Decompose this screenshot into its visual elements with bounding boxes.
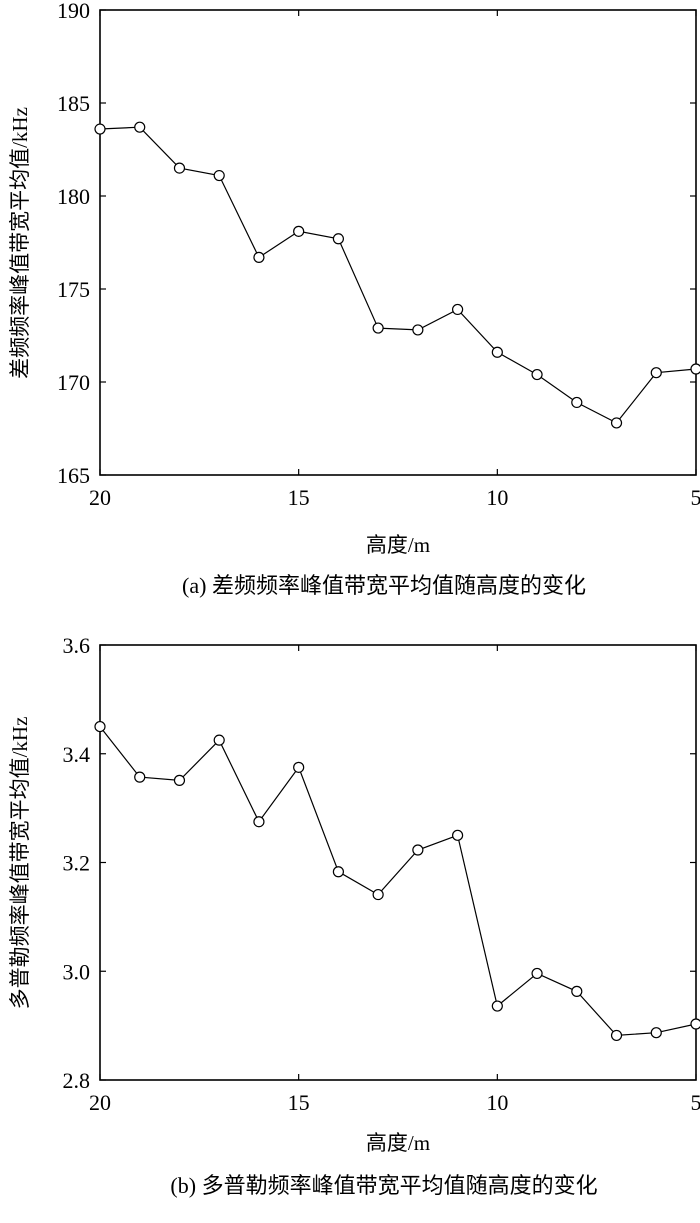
series-line	[99, 126, 697, 424]
y-tick-label: 2.8	[63, 1068, 91, 1093]
y-tick-label: 3.4	[63, 742, 91, 767]
data-point	[134, 771, 146, 783]
y-tick-label: 165	[57, 463, 90, 488]
data-point	[293, 225, 305, 237]
data-point	[94, 720, 106, 733]
caption-b: (b) 多普勒频率峰值带宽平均值随高度的变化	[170, 1173, 597, 1198]
y-axis-label-b: 多普勒频率峰值带宽平均值/kHz	[8, 717, 32, 1010]
x-tick-label: 10	[486, 1090, 508, 1115]
x-tick-label: 15	[288, 1090, 310, 1115]
data-point	[412, 324, 424, 336]
data-point	[531, 967, 543, 980]
tick-marks-b	[99, 644, 697, 1081]
y-tick-labels-a: 165 170 175 180 185 190	[57, 0, 90, 488]
tick-marks-a	[99, 9, 697, 476]
series-line	[99, 726, 697, 1037]
x-axis-label-b: 高度/m	[366, 1131, 430, 1155]
data-point	[690, 1018, 700, 1030]
y-axis-label-a: 差频频率峰值带宽平均值/kHz	[8, 107, 32, 379]
y-tick-label: 3.6	[63, 633, 91, 658]
data-point	[213, 169, 225, 182]
y-tick-labels-b: 2.8 3.0 3.2 3.4 3.6	[63, 633, 91, 1093]
chart-a: 20 15 10 5 165 170 175 180 185 190 高度/m 差频频率峰值带宽…	[8, 0, 700, 598]
data-point	[650, 1027, 662, 1039]
y-tick-label: 185	[57, 91, 90, 116]
data-point	[452, 303, 464, 316]
chart-b: 20 15 10 5 2.8 3.0 3.2 3.4 3.6 高度/m 多普勒频率峰值带宽平均…	[8, 633, 700, 1198]
data-point	[412, 844, 424, 856]
data-point	[650, 367, 662, 379]
data-point	[94, 123, 106, 135]
data-point	[332, 233, 344, 245]
data-point	[372, 322, 384, 334]
data-point	[531, 368, 543, 381]
data-point	[571, 985, 583, 997]
x-tick-label: 20	[89, 1090, 111, 1115]
data-point	[491, 346, 503, 358]
data-point	[173, 162, 186, 174]
plot-frame-a	[99, 9, 697, 476]
data-point	[332, 866, 344, 878]
data-point	[610, 1029, 623, 1042]
data-point	[610, 417, 623, 429]
data-point	[690, 363, 700, 375]
data-point	[293, 761, 305, 773]
y-tick-label: 3.0	[63, 959, 91, 984]
x-tick-label: 20	[89, 485, 111, 510]
x-tick-labels-a: 20 15 10 5	[89, 485, 700, 510]
y-tick-label: 3.2	[63, 851, 91, 876]
data-point	[134, 121, 146, 133]
y-tick-label: 175	[57, 277, 90, 302]
x-tick-label: 10	[486, 485, 508, 510]
y-tick-label: 190	[57, 0, 90, 23]
x-tick-label: 5	[691, 1090, 700, 1115]
data-point	[253, 816, 265, 828]
series-b	[94, 720, 700, 1042]
x-axis-label-a: 高度/m	[366, 533, 430, 557]
x-tick-labels-b: 20 15 10 5	[89, 1090, 700, 1115]
y-tick-label: 180	[57, 184, 90, 209]
caption-a: (a) 差频频率峰值带宽平均值随高度的变化	[182, 573, 586, 598]
x-tick-label: 15	[288, 485, 310, 510]
data-point	[372, 888, 384, 901]
data-point	[173, 774, 186, 786]
data-point	[491, 1000, 503, 1012]
data-point	[571, 396, 583, 409]
y-tick-label: 170	[57, 370, 90, 395]
x-tick-label: 5	[691, 485, 700, 510]
data-point	[452, 829, 464, 841]
data-point	[253, 251, 265, 263]
data-point	[213, 734, 225, 746]
series-a	[94, 121, 700, 429]
plot-frame-b	[99, 644, 697, 1081]
